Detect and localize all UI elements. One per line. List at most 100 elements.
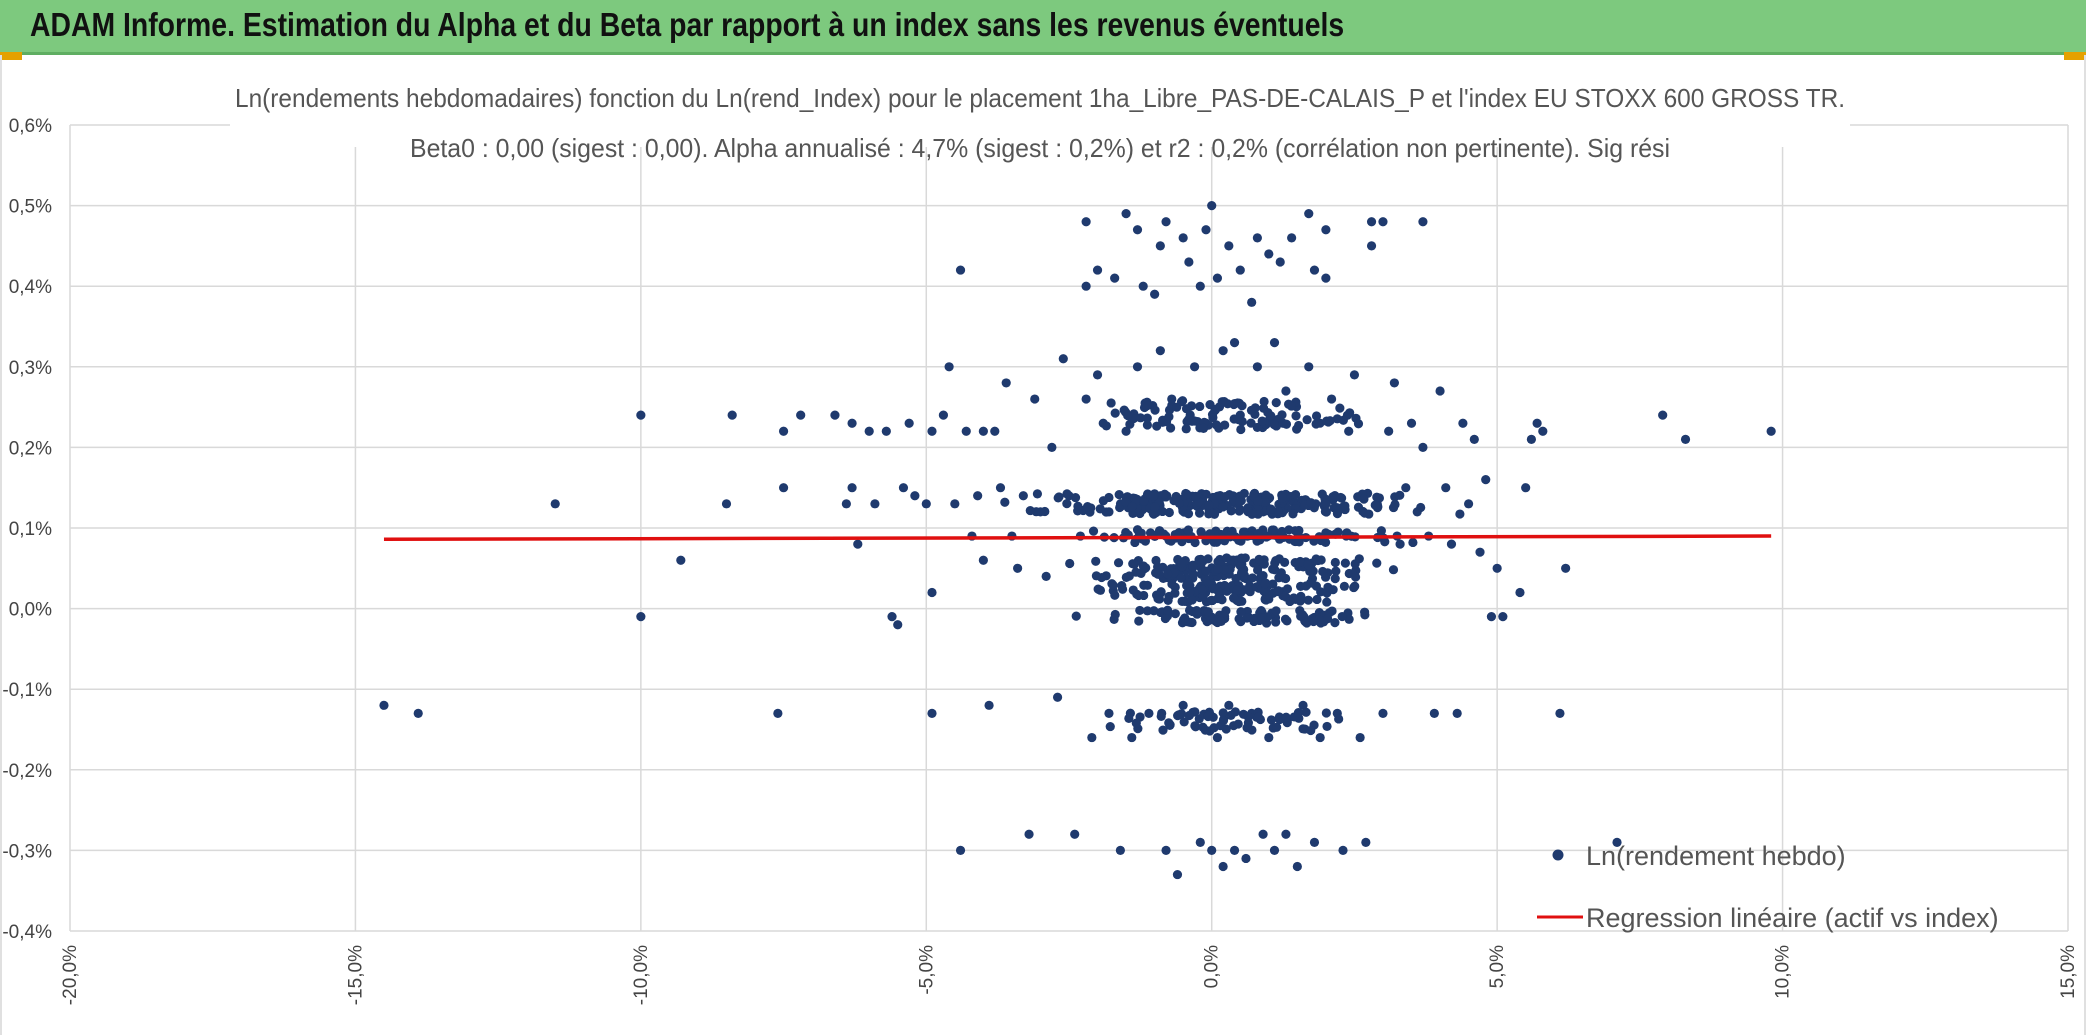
- data-point: [1170, 609, 1180, 619]
- data-point: [1264, 732, 1274, 743]
- data-point: [778, 426, 789, 436]
- data-point: [1253, 496, 1263, 507]
- data-point: [1158, 417, 1168, 427]
- data-point: [1360, 508, 1370, 518]
- data-point: [1304, 362, 1314, 372]
- data-point: [1290, 490, 1301, 500]
- chart-subtitle: Beta0 : 0,00 (sigest : 0,00). Alpha annu…: [410, 133, 1670, 163]
- data-point: [1213, 586, 1224, 597]
- data-point: [1164, 718, 1174, 728]
- data-point: [955, 265, 966, 275]
- data-point: [1211, 420, 1221, 430]
- data-point: [1185, 587, 1195, 597]
- x-tick-label: -5,0%: [916, 945, 937, 995]
- x-tick-label: -10,0%: [631, 945, 652, 1005]
- data-point: [1139, 496, 1149, 506]
- data-point: [1167, 579, 1177, 589]
- data-point: [1395, 490, 1405, 500]
- data-point: [1177, 596, 1187, 606]
- data-point: [1093, 584, 1103, 594]
- data-point: [1306, 725, 1316, 736]
- data-point: [1395, 539, 1405, 549]
- data-point: [1222, 553, 1232, 563]
- data-point: [1458, 418, 1468, 428]
- data-point: [1184, 605, 1195, 615]
- regression-layer: [383, 534, 1772, 542]
- data-point: [841, 499, 851, 509]
- data-point: [1218, 708, 1228, 718]
- data-point: [1091, 556, 1101, 566]
- data-point: [1247, 573, 1258, 583]
- regression-line: [383, 534, 1772, 542]
- data-point: [1338, 845, 1348, 856]
- data-point: [1198, 423, 1209, 433]
- data-point: [1285, 596, 1295, 607]
- data-point: [1195, 837, 1205, 847]
- data-point: [1555, 708, 1565, 718]
- data-point: [1054, 492, 1064, 502]
- data-point: [1110, 609, 1120, 620]
- data-point: [1320, 572, 1331, 582]
- data-point: [1312, 594, 1322, 605]
- data-point: [1271, 606, 1281, 616]
- data-point: [1000, 497, 1010, 507]
- data-point: [1303, 595, 1313, 605]
- data-point: [1271, 398, 1281, 408]
- data-point: [796, 410, 806, 420]
- data-point: [1257, 613, 1268, 623]
- data-point: [1361, 837, 1371, 847]
- data-point: [1191, 606, 1202, 616]
- data-point: [1142, 580, 1153, 590]
- data-point: [1195, 401, 1205, 412]
- data-point: [1232, 585, 1242, 595]
- data-point: [1124, 713, 1134, 724]
- data-point: [1388, 565, 1399, 575]
- data-point: [1260, 579, 1270, 589]
- data-point: [1196, 558, 1206, 568]
- data-point: [1306, 498, 1316, 508]
- data-point: [1257, 416, 1267, 426]
- data-point: [1041, 571, 1051, 581]
- data-point: [1218, 861, 1228, 872]
- data-point: [1236, 424, 1246, 435]
- data-point: [1384, 426, 1394, 436]
- data-point: [1138, 281, 1148, 291]
- data-point: [1155, 241, 1165, 251]
- data-point: [1117, 584, 1128, 594]
- y-tick-label: 0,3%: [9, 358, 52, 379]
- data-point: [1269, 420, 1279, 430]
- data-point: [1266, 715, 1277, 725]
- data-point: [1303, 560, 1313, 570]
- data-point: [1204, 500, 1214, 510]
- data-point: [1170, 588, 1180, 598]
- data-point: [1207, 845, 1217, 856]
- data-point: [1344, 614, 1354, 624]
- data-point: [1219, 564, 1229, 575]
- data-point: [1212, 732, 1223, 743]
- data-point: [1188, 562, 1198, 572]
- data-point: [1065, 558, 1075, 569]
- data-point: [1321, 273, 1331, 283]
- data-point: [1340, 501, 1350, 511]
- data-point: [1247, 297, 1257, 307]
- data-point: [1025, 505, 1035, 516]
- data-point: [1372, 558, 1382, 568]
- data-point: [1167, 394, 1177, 404]
- x-tick-label: 5,0%: [1487, 945, 1508, 988]
- data-point: [973, 491, 983, 501]
- data-point: [1187, 595, 1197, 605]
- data-point: [1198, 722, 1208, 732]
- data-point: [1032, 489, 1043, 499]
- data-point: [1366, 241, 1377, 251]
- data-point: [1230, 707, 1240, 717]
- data-point: [1092, 370, 1103, 380]
- data-point: [1136, 528, 1146, 538]
- data-point: [1389, 378, 1399, 388]
- data-point: [1288, 509, 1298, 519]
- data-point: [1353, 419, 1364, 429]
- data-point: [1281, 386, 1291, 396]
- data-point: [1268, 525, 1279, 535]
- data-point: [1184, 710, 1194, 721]
- data-point: [1291, 411, 1301, 421]
- data-point: [1104, 708, 1114, 718]
